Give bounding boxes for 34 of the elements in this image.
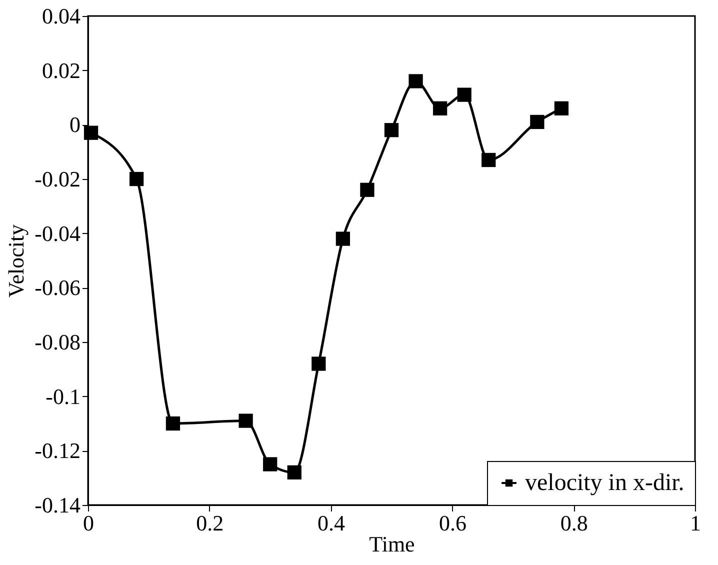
y-tick-label: 0.04: [42, 4, 80, 28]
x-tick-label: 0.2: [196, 510, 224, 536]
point: [336, 232, 350, 246]
point: [312, 356, 326, 371]
legend-label: velocity in x-dir.: [525, 470, 684, 496]
x-tick-label: 0.4: [318, 510, 346, 536]
point: [166, 416, 180, 431]
point: [287, 465, 302, 480]
y-tick-label: -0.08: [34, 330, 80, 354]
y-tick-label: -0.04: [34, 220, 80, 246]
y-tick-label: -0.1: [46, 384, 80, 409]
point: [263, 457, 278, 472]
point: [482, 152, 496, 168]
point: [238, 414, 253, 428]
y-tick-label: -0.02: [34, 166, 80, 192]
point: [432, 101, 448, 116]
point: [457, 88, 472, 102]
point: [530, 114, 544, 130]
y-tick-label: -0.12: [34, 438, 80, 464]
y-tick-label: 0.02: [42, 58, 80, 83]
point: [360, 182, 374, 197]
y-tick-label: -0.06: [34, 275, 80, 300]
x-tick-label: 0.8: [560, 510, 588, 536]
x-axis-title: Time: [369, 532, 415, 556]
point: [408, 74, 423, 88]
x-tick-label: 0.6: [438, 510, 466, 536]
point: [384, 123, 399, 138]
y-tick-label: -0.14: [34, 492, 80, 518]
point: [554, 101, 569, 116]
y-tick-label: 0: [70, 112, 80, 138]
y-axis-title: Velocity: [4, 224, 29, 298]
x-tick-label: 1: [690, 510, 701, 536]
point: [84, 126, 98, 140]
point: [129, 172, 144, 186]
